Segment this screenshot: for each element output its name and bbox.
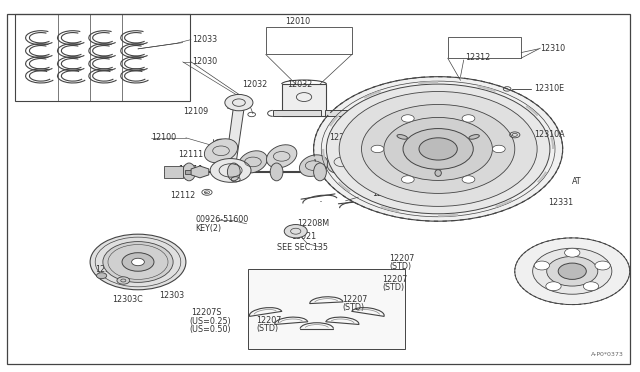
Text: 12310E: 12310E bbox=[534, 84, 564, 93]
Text: 12111: 12111 bbox=[178, 150, 204, 159]
Text: 12200: 12200 bbox=[330, 133, 355, 142]
Text: 12207S: 12207S bbox=[191, 308, 221, 317]
Text: (STD): (STD) bbox=[389, 262, 411, 271]
Polygon shape bbox=[191, 166, 209, 178]
Text: (US=0.50): (US=0.50) bbox=[189, 325, 230, 334]
Ellipse shape bbox=[435, 170, 442, 176]
Circle shape bbox=[401, 176, 414, 183]
Text: 12208M: 12208M bbox=[298, 219, 330, 228]
Circle shape bbox=[515, 238, 630, 305]
Text: (US=0.25): (US=0.25) bbox=[189, 317, 231, 326]
Text: 12207: 12207 bbox=[342, 295, 368, 304]
Text: 12208M: 12208M bbox=[372, 189, 404, 198]
Ellipse shape bbox=[357, 163, 370, 181]
Text: 12030: 12030 bbox=[192, 57, 218, 66]
Text: 13021: 13021 bbox=[291, 231, 316, 241]
Text: 12109: 12109 bbox=[182, 108, 208, 116]
Text: 12111: 12111 bbox=[178, 165, 204, 174]
Ellipse shape bbox=[270, 163, 283, 181]
Ellipse shape bbox=[314, 163, 326, 181]
Circle shape bbox=[534, 261, 550, 270]
Circle shape bbox=[583, 282, 598, 291]
Circle shape bbox=[532, 248, 612, 294]
Ellipse shape bbox=[300, 155, 328, 176]
Text: 12331: 12331 bbox=[548, 198, 573, 207]
Ellipse shape bbox=[204, 139, 237, 163]
Text: (STD): (STD) bbox=[383, 283, 404, 292]
Circle shape bbox=[546, 282, 561, 291]
Text: 12032: 12032 bbox=[242, 80, 268, 89]
Ellipse shape bbox=[397, 135, 408, 139]
Text: 12207: 12207 bbox=[389, 254, 414, 263]
Circle shape bbox=[339, 92, 537, 206]
Polygon shape bbox=[225, 105, 244, 166]
Text: AT: AT bbox=[572, 177, 582, 186]
Text: 12310: 12310 bbox=[540, 44, 566, 52]
Bar bbox=[325, 110, 373, 116]
Circle shape bbox=[462, 176, 475, 183]
Circle shape bbox=[492, 145, 505, 153]
Text: (STD): (STD) bbox=[256, 324, 278, 333]
Text: 12303: 12303 bbox=[159, 291, 184, 300]
Circle shape bbox=[384, 118, 492, 180]
Circle shape bbox=[117, 277, 130, 284]
Circle shape bbox=[558, 263, 586, 279]
Circle shape bbox=[284, 225, 307, 238]
Bar bbox=[15, 14, 190, 101]
Text: KEY(2): KEY(2) bbox=[195, 224, 221, 233]
Bar bbox=[273, 110, 321, 116]
Text: 00926-51600: 00926-51600 bbox=[195, 215, 249, 224]
Circle shape bbox=[103, 241, 173, 282]
Ellipse shape bbox=[227, 163, 240, 181]
Text: 12303C: 12303C bbox=[113, 295, 143, 304]
Circle shape bbox=[97, 273, 107, 279]
Text: 12310A: 12310A bbox=[534, 130, 564, 140]
Text: (STD): (STD) bbox=[342, 303, 364, 312]
Bar bbox=[164, 166, 182, 178]
Ellipse shape bbox=[182, 163, 195, 181]
Circle shape bbox=[132, 258, 145, 266]
Circle shape bbox=[122, 253, 154, 271]
Ellipse shape bbox=[266, 145, 297, 168]
Circle shape bbox=[403, 129, 473, 169]
Circle shape bbox=[210, 158, 251, 182]
Circle shape bbox=[462, 115, 475, 122]
Circle shape bbox=[90, 234, 186, 290]
Circle shape bbox=[595, 261, 611, 270]
Bar bbox=[266, 27, 352, 54]
Text: 12207: 12207 bbox=[383, 275, 408, 284]
Ellipse shape bbox=[239, 151, 268, 173]
Text: 12010: 12010 bbox=[285, 17, 310, 26]
Ellipse shape bbox=[469, 135, 479, 139]
Text: 12033: 12033 bbox=[192, 35, 218, 44]
Circle shape bbox=[225, 94, 253, 111]
Text: 12112: 12112 bbox=[170, 191, 195, 200]
Ellipse shape bbox=[400, 163, 413, 181]
Circle shape bbox=[547, 256, 598, 286]
Text: A-P0*0373: A-P0*0373 bbox=[591, 352, 623, 357]
Circle shape bbox=[401, 115, 414, 122]
Circle shape bbox=[564, 248, 580, 257]
Text: 12303A: 12303A bbox=[95, 265, 126, 274]
Text: 12032: 12032 bbox=[287, 80, 312, 89]
Text: 12207: 12207 bbox=[256, 316, 282, 325]
Circle shape bbox=[419, 138, 458, 160]
Ellipse shape bbox=[327, 151, 358, 173]
Bar bbox=[448, 37, 521, 58]
Bar bbox=[282, 84, 326, 116]
Circle shape bbox=[362, 105, 515, 193]
Text: 12100: 12100 bbox=[151, 133, 176, 142]
Bar bbox=[248, 269, 405, 349]
Bar bbox=[184, 170, 194, 174]
Circle shape bbox=[371, 145, 384, 153]
Circle shape bbox=[326, 84, 550, 214]
Circle shape bbox=[314, 77, 563, 221]
Text: 12312: 12312 bbox=[466, 52, 491, 61]
Text: SEE SEC.135: SEE SEC.135 bbox=[276, 243, 328, 251]
